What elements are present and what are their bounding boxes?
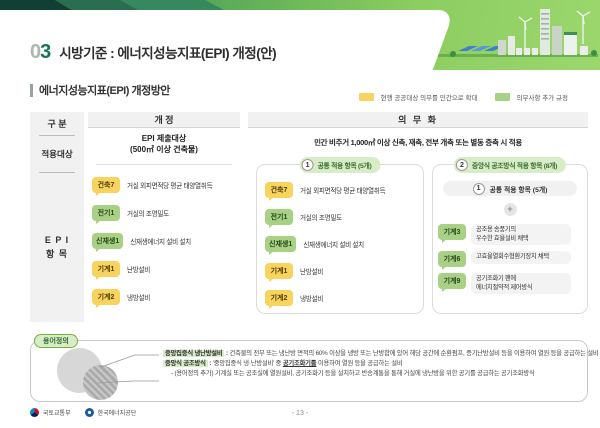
chevron-decoration: [120, 0, 228, 12]
page-title-text: 시방기준 : 에너지성능지표(EPI) 개정(안): [59, 46, 277, 61]
divider: [96, 163, 232, 165]
column-gubun: 구 분 적용대상 E P I 항 목: [30, 112, 84, 322]
item-badge: 기계9: [438, 273, 466, 292]
common-items-reference: 1 공통 적용 항목 (5개): [443, 181, 577, 196]
common-items-box-title: 1 공통 적용 항목 (5개): [299, 157, 381, 173]
epi-item: 기계1 난방설비: [92, 260, 240, 280]
section-title-text: 에너지성능지표(EPI) 개정방안: [39, 85, 170, 97]
epi-item: 기계2 냉방설비: [265, 290, 423, 309]
chevron-decoration: [0, 0, 75, 12]
box2-item-list: 기계3 공조용 송풍기의 우수한 효율설비 채택 기계6 고효율열회수형환기장치 …: [433, 224, 587, 294]
definitions-box: 용어정의 중앙집중식 냉난방설비 : 건축물의 전부 또는 냉난방 면적의 60…: [30, 334, 599, 402]
circled-number: 1: [301, 159, 314, 171]
central-hvac-box-title: 2 중앙식 공조방식 적용 항목 (8개): [453, 157, 567, 173]
circled-number: 1: [472, 182, 485, 195]
footer: 국토교통부 한국에너지공단: [30, 408, 136, 417]
item-badge: 기계2: [265, 290, 293, 309]
definition-2-sub: - (용어정의 추가) 기계실 또는 공조실에 열원설비, 공기조화기 등을 설…: [171, 369, 535, 377]
chevron-decoration: [55, 0, 142, 12]
item-badge: 건축7: [92, 176, 120, 196]
row-label-epi: E P I 항 목: [44, 234, 70, 259]
epi-item: 기계9 공기조화기 팬에 에너지절약적 제어방식: [438, 273, 587, 294]
central-hvac-box: 2 중앙식 공조방식 적용 항목 (8개) 1 공통 적용 항목 (5개) + …: [432, 157, 588, 314]
uimuhwa-boxes: 1 공통 적용 항목 (5개) 건축7 거실 외피면적당 평균 태양열취득 전기1…: [256, 157, 588, 314]
epi-item: 건축7 거실 외피면적당 평균 태양열취득: [92, 176, 240, 196]
circled-number: 2: [455, 159, 468, 171]
item-badge: 기계6: [438, 251, 466, 270]
page-title: 03 시방기준 : 에너지성능지표(EPI) 개정(안): [30, 41, 277, 64]
epi-item: 기계3 공조용 송풍기의 우수한 효율설비 채택: [438, 224, 587, 245]
gaejeong-target: EPI 제출대상 (500㎡ 이상 건축물): [130, 134, 198, 154]
item-badge: 기계1: [265, 263, 293, 282]
item-badge: 기계3: [438, 224, 466, 243]
page-number: - 13 -: [291, 410, 309, 417]
slide-number: 03: [30, 41, 51, 63]
row-label-target: 적용대상: [41, 149, 73, 159]
legend: 현행 공공대상 의무를 민간으로 확대 의무사항 추가 규정: [358, 92, 578, 102]
connector-lines: [96, 354, 159, 384]
epi-item: 기계6 고효율열회수형환기장치 채택: [438, 251, 587, 270]
epi-item: 전기1 거실의 조명밀도: [92, 204, 240, 224]
definition-2: 중앙식 공조방식 : '중앙집중식 냉·난방설비' 중 공기조화기를 이용하여 …: [163, 359, 403, 367]
item-badge: 신재생1: [265, 236, 297, 255]
item-badge: 전기1: [265, 209, 293, 228]
item-badge: 신재생1: [92, 232, 124, 252]
definitions-label: 용어정의: [34, 334, 78, 348]
item-badge: 기계2: [92, 288, 120, 308]
box1-item-list: 건축7 거실 외피면적당 평균 태양열취득 전기1 거실의 조명밀도 신재생1 신재생…: [257, 182, 423, 309]
uimuhwa-header: 의 무 화: [248, 112, 588, 128]
section-title: 에너지성능지표(EPI) 개정방안: [30, 82, 170, 98]
item-badge: 건축7: [265, 182, 293, 201]
column-uimuhwa: 의 무 화 민간 비주거 1,000㎡ 이상 신축, 재축, 전부 개축 또는 …: [248, 112, 588, 314]
definition-1: 중앙집중식 냉난방설비 : 건축물의 전부 또는 냉난방 면적의 60% 이상을…: [163, 350, 599, 357]
legend-label-yellow: 현행 공공대상 의무를 민간으로 확대: [380, 95, 478, 102]
ministry-logo: 국토교통부: [30, 408, 71, 417]
epi-item: 신재생1 신재생에너지 설비 설치: [265, 236, 423, 255]
epi-item: 신재생1 신재생에너지 설비 설치: [92, 232, 240, 252]
definitions-text: 중앙집중식 냉난방설비 : 건축물의 전부 또는 냉난방 면적의 60% 이상을…: [163, 349, 600, 378]
common-items-box: 1 공통 적용 항목 (5개) 건축7 거실 외피면적당 평균 태양열취득 전기1…: [256, 157, 424, 314]
legend-swatch-green: [494, 93, 510, 101]
divider: [39, 135, 75, 136]
column-gaejeong: 개 정 EPI 제출대상 (500㎡ 이상 건축물) 건축7 거실 외피면적당 평…: [88, 112, 240, 308]
government-emblem-icon: [30, 408, 39, 417]
epi-item: 기계1 난방설비: [265, 263, 423, 282]
divider: [39, 172, 75, 173]
item-badge: 전기1: [92, 204, 120, 224]
gaejeong-header: 개 정: [88, 112, 240, 128]
item-badge: 기계1: [92, 260, 120, 280]
plus-icon: +: [503, 203, 517, 216]
legend-label-green: 의무사항 추가 규정: [516, 95, 568, 102]
agency-logo: 한국에너지공단: [84, 408, 136, 417]
uimuhwa-condition: 민간 비주거 1,000㎡ 이상 신축, 재축, 전부 개축 또는 별동 증축 …: [314, 138, 522, 147]
section-title-bar: [30, 83, 33, 97]
epi-item: 기계2 냉방설비: [92, 288, 240, 308]
legend-swatch-yellow: [358, 93, 374, 101]
energy-agency-icon: [84, 408, 94, 417]
city-illustration: [438, 9, 598, 57]
gubun-header: 구 분: [47, 119, 67, 129]
gaejeong-item-list: 건축7 거실 외피면적당 평균 태양열취득 전기1 거실의 조명밀도 신재생1 신재생…: [88, 176, 240, 308]
epi-item: 전기1 거실의 조명밀도: [265, 209, 423, 228]
epi-item: 건축7 거실 외피면적당 평균 태양열취득: [265, 182, 423, 201]
